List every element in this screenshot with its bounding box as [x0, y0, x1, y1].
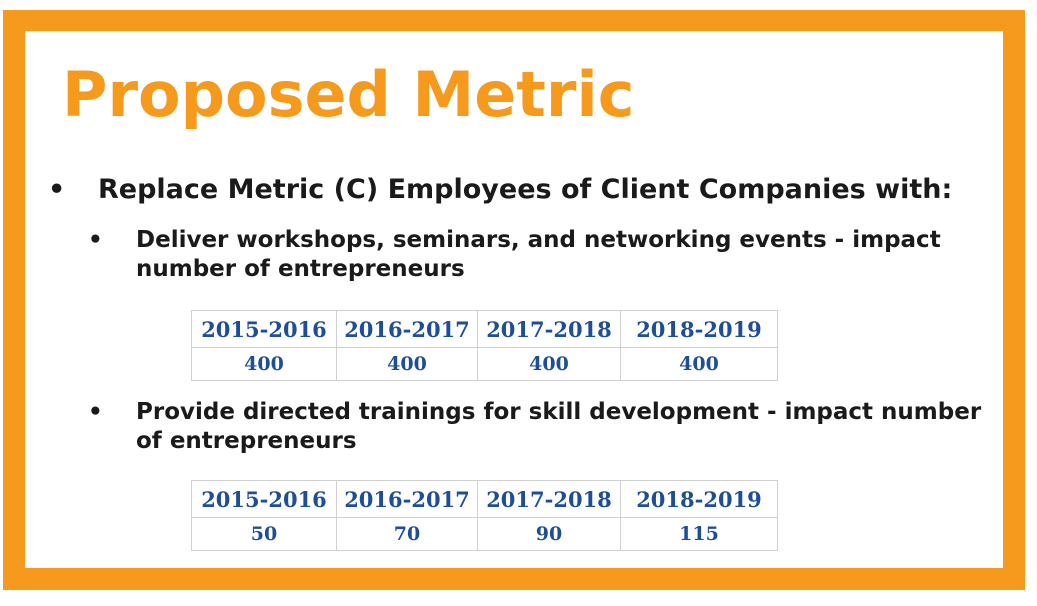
table-header-cell: 2017-2018	[477, 310, 621, 348]
table-header-cell: 2016-2017	[336, 310, 478, 348]
trainings-metric-table: 2015-2016 2016-2017 2017-2018 2018-2019 …	[191, 480, 778, 551]
bullet-dot: •	[88, 399, 103, 425]
table-cell: 50	[191, 517, 337, 551]
bullet-dot: •	[88, 227, 103, 253]
main-bullet-text: Replace Metric (C) Employees of Client C…	[98, 174, 953, 205]
table-header-row: 2015-2016 2016-2017 2017-2018 2018-2019	[191, 480, 778, 518]
table-row: 50 70 90 115	[191, 517, 778, 551]
bullet-dot: •	[48, 174, 66, 205]
sub-bullet-trainings: • Provide directed trainings for skill d…	[88, 398, 1006, 456]
table-cell: 115	[620, 517, 778, 551]
table-header-cell: 2018-2019	[620, 480, 778, 518]
table-header-row: 2015-2016 2016-2017 2017-2018 2018-2019	[191, 310, 778, 348]
sub-bullet-text: Deliver workshops, seminars, and network…	[136, 227, 941, 282]
table-header-cell: 2018-2019	[620, 310, 778, 348]
table-row: 400 400 400 400	[191, 347, 778, 381]
table-cell: 400	[336, 347, 478, 381]
workshops-metric-table: 2015-2016 2016-2017 2017-2018 2018-2019 …	[191, 310, 778, 381]
table-cell: 400	[477, 347, 621, 381]
slide-title: Proposed Metric	[62, 58, 635, 131]
table-cell: 400	[191, 347, 337, 381]
table-cell: 90	[477, 517, 621, 551]
sub-bullet-workshops: • Deliver workshops, seminars, and netwo…	[88, 226, 1006, 284]
table-header-cell: 2015-2016	[191, 310, 337, 348]
table-header-cell: 2016-2017	[336, 480, 478, 518]
table-header-cell: 2017-2018	[477, 480, 621, 518]
table-cell: 400	[620, 347, 778, 381]
table-header-cell: 2015-2016	[191, 480, 337, 518]
main-bullet: • Replace Metric (C) Employees of Client …	[48, 174, 1008, 206]
table-cell: 70	[336, 517, 478, 551]
sub-bullet-text: Provide directed trainings for skill dev…	[136, 399, 982, 454]
